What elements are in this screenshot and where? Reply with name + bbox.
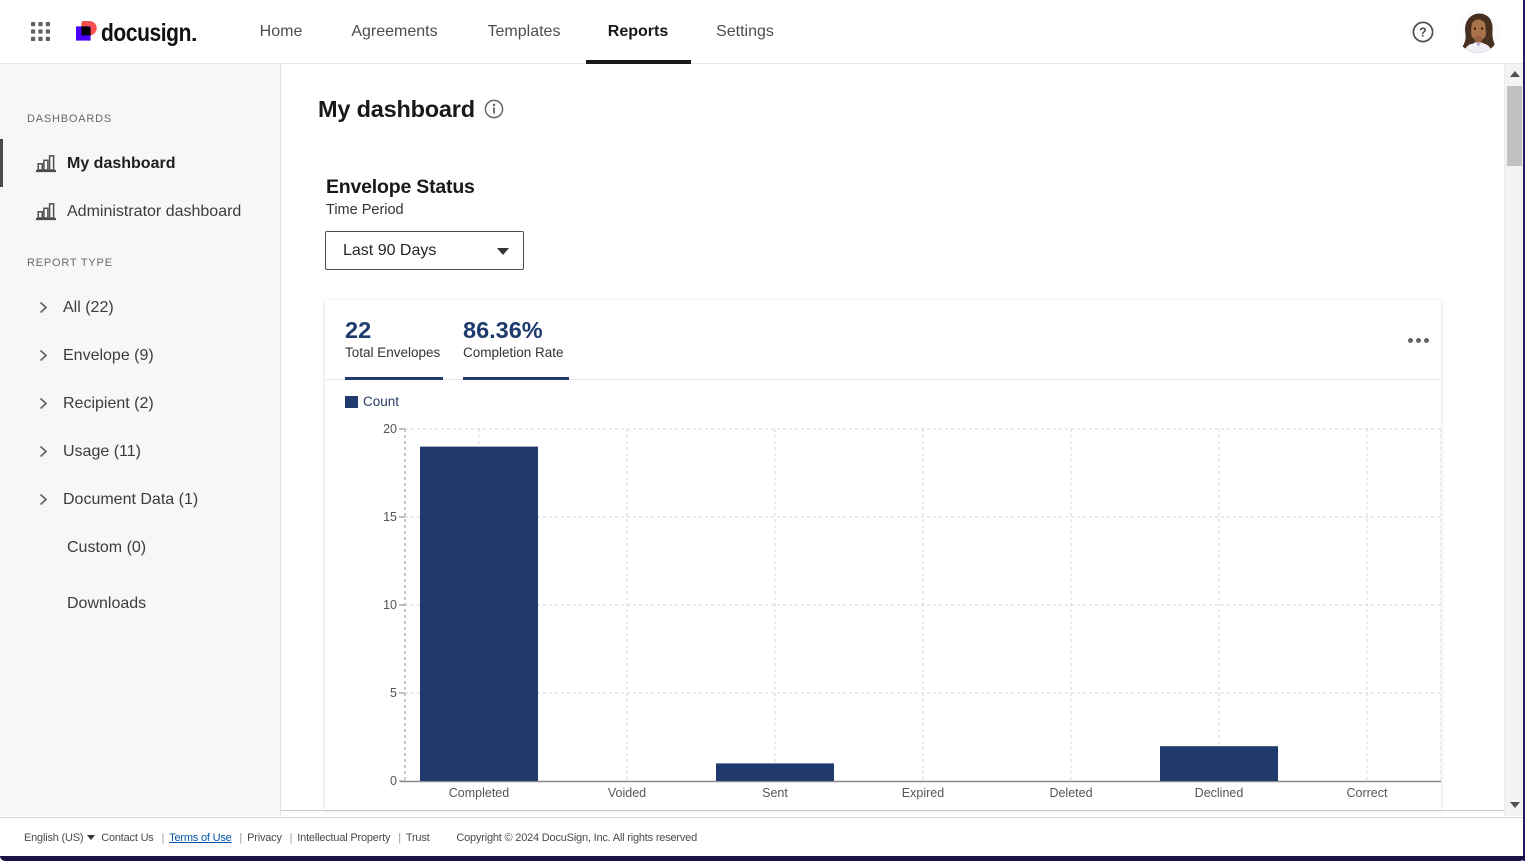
svg-text:5: 5 — [390, 686, 397, 700]
svg-text:Declined: Declined — [1195, 786, 1244, 800]
svg-text:Sent: Sent — [762, 786, 788, 800]
svg-text:?: ? — [1419, 25, 1427, 39]
svg-text:Voided: Voided — [608, 786, 646, 800]
svg-text:10: 10 — [383, 598, 397, 612]
svg-text:Completed: Completed — [449, 786, 509, 800]
svg-text:Expired: Expired — [902, 786, 944, 800]
svg-text:20: 20 — [383, 422, 397, 436]
svg-text:15: 15 — [383, 510, 397, 524]
svg-text:0: 0 — [390, 774, 397, 788]
svg-text:Correct: Correct — [1347, 786, 1389, 800]
svg-text:Deleted: Deleted — [1049, 786, 1092, 800]
